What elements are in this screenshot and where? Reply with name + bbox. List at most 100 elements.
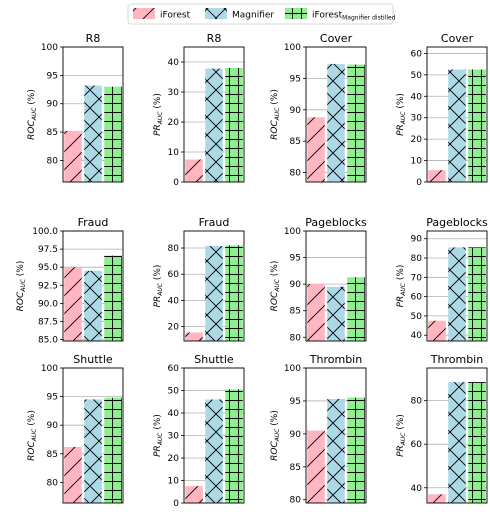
legend-frame [127, 3, 394, 25]
ytick-label-4: 80 [168, 244, 180, 254]
ytick-label-3: 90 [290, 106, 302, 116]
y-axis-label-sub: AUC [274, 278, 281, 292]
subplot-title: Shuttle [73, 353, 113, 366]
ytick-label-1: 40 [411, 484, 423, 494]
ytick-label-2: 85 [290, 307, 301, 317]
y-axis-label-main: ROC [270, 441, 280, 461]
axes-frame [305, 230, 367, 342]
subplot-9: 80 85 90 95 100 Shuttle ROCAUC (%) [27, 353, 124, 504]
legend-label-iforest-distilled: iForestMagnifier distilled [312, 11, 396, 22]
ytick-label-6: 97.5 [38, 245, 58, 255]
bar-hatch-magnifier [205, 68, 223, 182]
y-axis-label: ROCAUC (%) [27, 89, 38, 140]
ytick-label-2: 10 [411, 157, 423, 167]
ytick-label-2: 50 [411, 312, 423, 322]
bar-hatch-magnifier [84, 270, 102, 341]
ytick-label-5: 40 [168, 409, 180, 419]
ytick-label-1: 20 [168, 323, 180, 333]
ytick-label-1: 0 [173, 178, 179, 188]
legend-swatch-magnifier-hatch [205, 8, 227, 19]
subplot-4: 0 10 20 30 40 50 60 Cover PRAUC (%) [396, 32, 488, 188]
y-axis-label: PRAUC (%) [396, 265, 407, 308]
legend-label-iforest-distilled-sub: Magnifier distilled [342, 15, 396, 22]
ytick-label-4: 95 [290, 397, 301, 407]
y-axis-label: PRAUC (%) [153, 265, 164, 308]
bar-hatch-iforest-distilled [104, 86, 122, 182]
bar-hatch-iforest-distilled [225, 245, 243, 341]
ytick-label-3: 80 [411, 397, 423, 407]
bar-hatch-magnifier [205, 399, 223, 503]
y-axis-label: PRAUC (%) [396, 414, 407, 457]
subplot-title: Fraud [199, 216, 230, 229]
ytick-label-2: 40 [168, 296, 180, 306]
ytick-label-5: 100 [284, 364, 301, 374]
ytick-label-3: 20 [168, 118, 180, 128]
y-axis-label-main: PR [396, 124, 406, 136]
bar-hatch-iforest-distilled [468, 382, 486, 503]
axes-frame [426, 230, 488, 342]
y-axis-label-sub: AUC [400, 432, 407, 446]
axes-frame [305, 367, 367, 504]
y-axis-label-unit: (%) [270, 89, 280, 107]
ytick-label-5: 40 [411, 92, 423, 102]
subplot-11: 80 85 90 95 100 Thrombin ROCAUC (%) [270, 353, 367, 506]
legend-swatch-iforest-hatch [133, 8, 155, 19]
axes-frame [305, 46, 367, 183]
ytick-label-3: 90 [290, 280, 302, 290]
subplot-2: 0 10 20 30 40 R8 PRAUC (%) [153, 32, 245, 188]
ytick-label-5: 100 [284, 227, 301, 237]
axes-frame [183, 46, 245, 183]
y-axis-label: PRAUC (%) [153, 93, 164, 136]
y-axis-label-sub: AUC [400, 111, 407, 125]
subplot-title: Thrombin [430, 353, 483, 366]
y-axis-label: ROCAUC (%) [270, 89, 281, 140]
bar-hatch-iforest [428, 494, 446, 503]
subplot-title: Cover [441, 32, 474, 45]
ytick-label-5: 100 [41, 43, 58, 53]
ytick-label-1: 85.0 [38, 336, 58, 346]
bar-hatch-iforest [185, 486, 203, 503]
ytick-label-3: 90 [47, 421, 59, 431]
subplot-10: 0 10 20 30 40 50 60 Shuttle PRAUC (%) [153, 353, 245, 509]
y-axis-label-main: ROC [27, 120, 37, 140]
subplot-12: 40 60 80 Thrombin PRAUC (%) [396, 353, 488, 504]
ytick-label-2: 10 [168, 477, 180, 487]
ytick-label-1: 80 [290, 169, 302, 179]
ytick-label-2: 85 [290, 137, 301, 147]
y-axis-label-unit: (%) [396, 265, 406, 283]
bar-hatch-magnifier [448, 382, 466, 503]
ytick-label-6: 90 [411, 235, 423, 245]
y-axis-label-main: ROC [270, 291, 280, 311]
legend-label-iforest-distilled-main: iForest [312, 11, 343, 21]
subplot-3: 80 85 90 95 100 Cover ROCAUC (%) [270, 32, 367, 183]
ytick-label-1: 80 [290, 333, 302, 343]
ytick-label-2: 85 [47, 450, 58, 460]
axes-frame [426, 367, 488, 504]
ytick-label-3: 60 [411, 293, 423, 303]
y-axis-label-main: PR [153, 445, 163, 457]
bar-hatch-iforest [428, 320, 446, 341]
ytick-label-4: 70 [411, 273, 423, 283]
ytick-label-2: 10 [168, 148, 180, 158]
legend-label-iforest: iForest [160, 11, 191, 21]
subplot-1: 80 85 90 95 100 R8 ROCAUC (%) [27, 32, 124, 183]
y-axis-label: ROCAUC (%) [270, 261, 281, 312]
ytick-label-4: 30 [411, 114, 423, 124]
bar-hatch-magnifier [327, 398, 345, 503]
ytick-label-4: 95 [290, 254, 301, 264]
bar-hatch-iforest-distilled [104, 397, 122, 503]
bar-hatch-iforest-distilled [347, 277, 365, 341]
bar-hatch-iforest-distilled [468, 247, 486, 341]
subplot-title: Pageblocks [426, 216, 488, 229]
ytick-label-6: 50 [168, 387, 180, 397]
axes-frame [62, 46, 124, 183]
y-axis-label: ROCAUC (%) [27, 410, 38, 461]
ytick-label-1: 80 [47, 478, 59, 488]
subplot-title: Thrombin [309, 353, 362, 366]
y-axis-label-main: ROC [27, 441, 37, 461]
y-axis-label-unit: (%) [153, 414, 163, 432]
ytick-label-3: 90 [47, 100, 59, 110]
bar-hatch-iforest-distilled [225, 389, 243, 503]
